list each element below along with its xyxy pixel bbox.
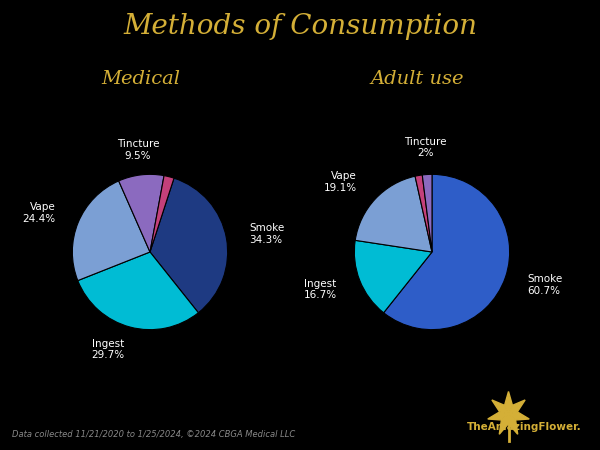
Text: Smoke
34.3%: Smoke 34.3% [250,223,284,245]
Text: Data collected 11/21/2020 to 1/25/2024, ©2024 CBGA Medical LLC: Data collected 11/21/2020 to 1/25/2024, … [12,430,295,439]
Text: Medical: Medical [101,70,181,88]
Polygon shape [505,392,512,414]
Wedge shape [73,181,150,281]
Polygon shape [492,400,509,414]
Polygon shape [499,414,509,434]
Polygon shape [509,414,518,434]
Wedge shape [355,176,432,252]
Text: Methods of Consumption: Methods of Consumption [123,14,477,40]
Wedge shape [78,252,199,330]
Polygon shape [509,412,529,420]
Text: Ingest
16.7%: Ingest 16.7% [304,279,337,300]
Text: Tincture
9.5%: Tincture 9.5% [117,140,160,161]
Polygon shape [488,412,509,420]
Text: Tincture
2%: Tincture 2% [404,137,446,158]
Wedge shape [150,176,174,252]
Wedge shape [150,178,227,313]
Text: Vape
19.1%: Vape 19.1% [324,171,357,193]
Text: Smoke
60.7%: Smoke 60.7% [527,274,563,296]
Wedge shape [383,174,509,330]
Text: TheAmazingFlower.: TheAmazingFlower. [467,422,582,432]
Text: Adult use: Adult use [370,70,464,88]
Polygon shape [509,400,525,414]
Text: Ingest
29.7%: Ingest 29.7% [91,339,124,360]
Wedge shape [415,175,432,252]
Wedge shape [119,174,164,252]
Text: Vape
24.4%: Vape 24.4% [22,202,55,224]
Wedge shape [355,240,432,313]
Wedge shape [422,174,432,252]
